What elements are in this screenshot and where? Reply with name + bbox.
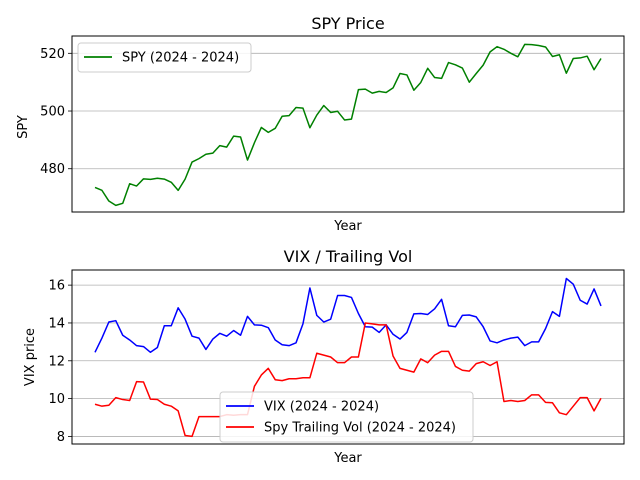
spy-chart-xlabel: Year [333, 219, 362, 234]
vix-chart-y-ticks: 8 10 12 14 16 [48, 279, 72, 445]
vix-y-tick-label: 16 [48, 279, 65, 294]
spy-y-tick-label: 500 [40, 105, 65, 120]
vix-y-tick-label: 14 [48, 316, 65, 331]
vix-chart-ylabel: VIX price [23, 328, 38, 386]
spy-chart-series [94, 43, 602, 207]
spy-series-line-0 [94, 43, 602, 207]
vix-legend-box [219, 391, 474, 443]
vix-series-line-1 [94, 322, 602, 438]
vix-y-tick-label: 8 [57, 430, 65, 445]
vix-series-line-0 [94, 277, 602, 354]
vix-chart-title: VIX / Trailing Vol [284, 247, 413, 266]
spy-chart-ylabel: SPY [16, 115, 31, 139]
spy-chart-title: SPY Price [311, 14, 384, 33]
vix-chart-xlabel: Year [333, 451, 362, 466]
spy-chart-y-ticks: 480 500 520 [40, 47, 72, 177]
spy-y-tick-label: 480 [40, 162, 65, 177]
vix-y-tick-label: 12 [48, 354, 65, 369]
spy-chart-plot-frame [71, 35, 625, 213]
vix-chart-legend: VIX (2024 - 2024) Spy Trailing Vol (2024 … [219, 391, 474, 443]
vix-legend-label-1: Spy Trailing Vol (2024 - 2024) [264, 421, 456, 436]
vix-chart-series [94, 277, 602, 438]
vix-y-tick-label: 10 [48, 392, 65, 407]
vix-chart-plot-frame [71, 269, 625, 445]
vix-trailing-vol-chart: VIX / Trailing Vol Year VIX price 8 10 12 1… [23, 247, 625, 466]
vix-legend-label-0: VIX (2024 - 2024) [264, 400, 379, 415]
spy-chart-legend: SPY (2024 - 2024) [77, 42, 252, 73]
spy-legend-box [77, 42, 252, 73]
spy-y-tick-label: 520 [40, 47, 65, 62]
spy-legend-label-0: SPY (2024 - 2024) [122, 51, 239, 66]
spy-price-chart: SPY Price Year SPY 480 500 520 SPY (2024 -… [16, 14, 625, 234]
